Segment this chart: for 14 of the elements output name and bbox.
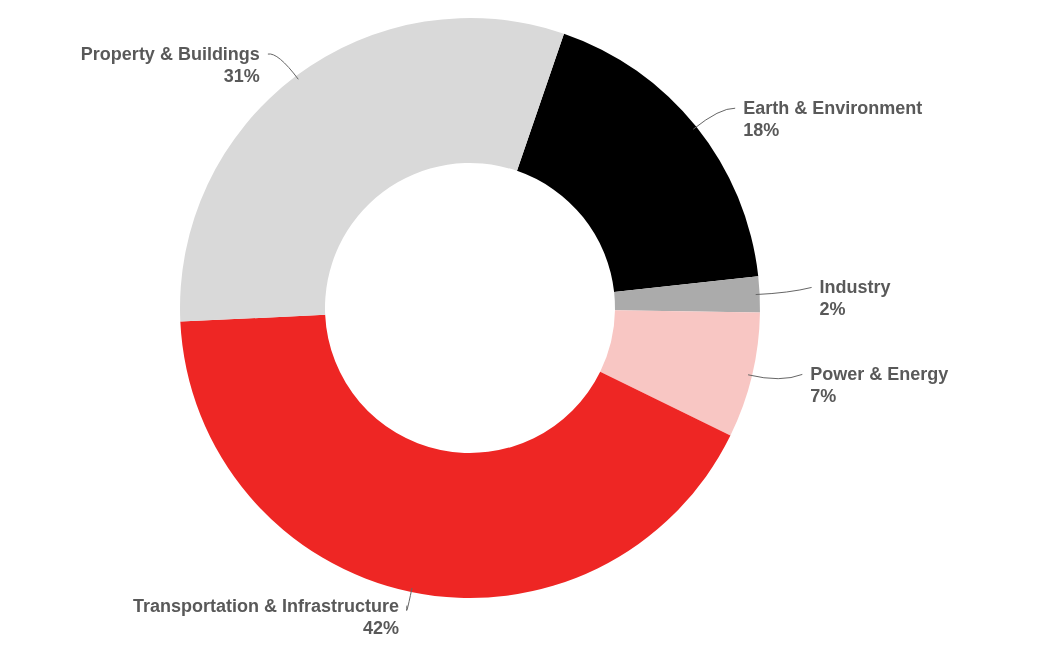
slice-label: Earth & Environment — [743, 98, 923, 119]
slice-label: Property & Buildings — [80, 44, 260, 65]
data-label: 2% — [819, 299, 846, 320]
donut-slice — [180, 18, 564, 322]
data-label: 7% — [810, 386, 837, 407]
donut-slice — [600, 310, 760, 436]
donut-slice — [180, 314, 731, 598]
data-label: 42% — [362, 617, 399, 638]
data-label: 31% — [223, 66, 260, 87]
slice-label: Power & Energy — [810, 364, 949, 385]
data-label: 18% — [743, 120, 780, 141]
slice-label: Transportation & Infrastructure — [132, 595, 399, 616]
slice-label: Industry — [819, 277, 891, 298]
donut-slice — [614, 276, 760, 313]
